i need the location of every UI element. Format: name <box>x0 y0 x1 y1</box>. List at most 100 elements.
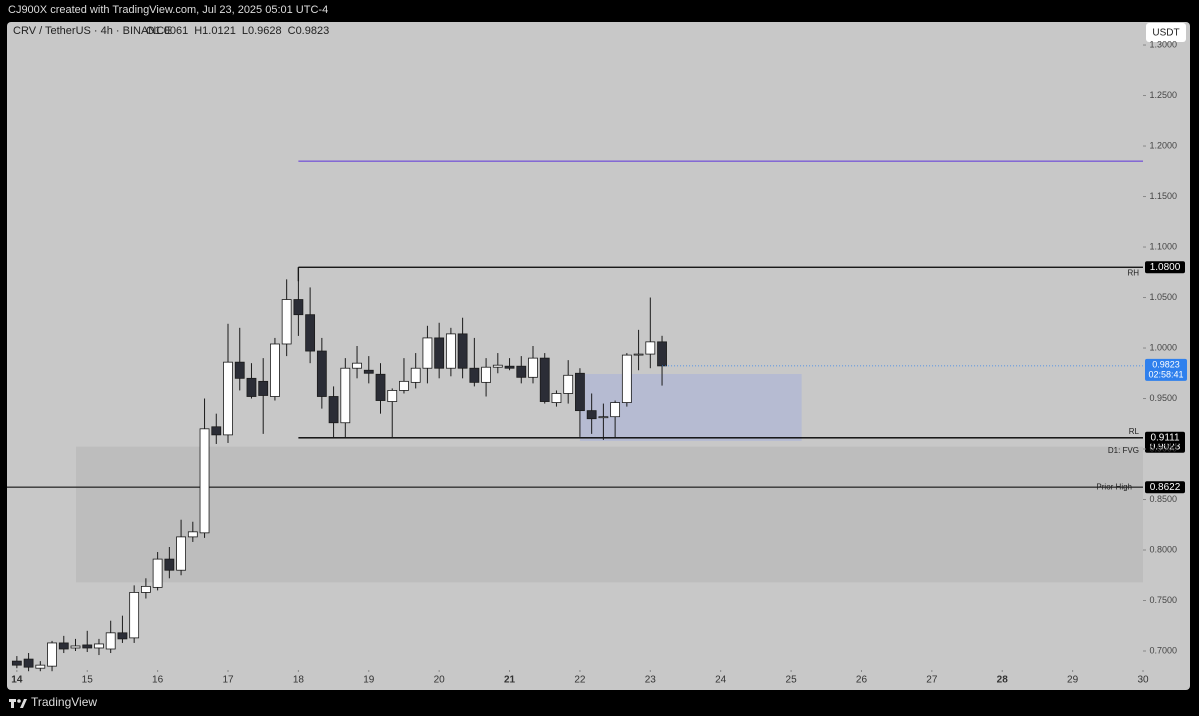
candle-body <box>492 364 503 368</box>
price-badge-label: 0.9111 <box>1150 432 1180 443</box>
x-tick-label: 18 <box>293 675 305 686</box>
candle-body <box>504 365 515 369</box>
candle-body <box>305 314 316 352</box>
candle-body <box>223 361 233 436</box>
x-tick-label: 17 <box>222 675 234 686</box>
candle-body <box>633 353 644 356</box>
candle-body <box>11 660 22 666</box>
candle-body <box>340 367 351 424</box>
x-tick-label: 14 <box>11 675 23 686</box>
price-badge-label: 0.9023 <box>1150 441 1181 452</box>
candle-body <box>434 337 445 369</box>
candle-body <box>328 396 339 424</box>
y-tick-label: 1.0500 <box>1149 292 1177 302</box>
x-tick-label: 25 <box>786 675 798 686</box>
price-badge-label: 0.8622 <box>1150 482 1181 493</box>
candle-body <box>199 428 210 534</box>
candle-body <box>469 367 480 383</box>
ohlc-value: 1.0121 <box>202 25 236 37</box>
ohlc-value: 1.0061 <box>155 25 189 37</box>
level-label: RL <box>1129 427 1140 436</box>
price-badge <box>1145 261 1185 274</box>
candle-body <box>481 366 491 383</box>
candle-body <box>246 377 257 397</box>
currency-button[interactable] <box>1146 23 1186 42</box>
countdown: 02:58:41 <box>1148 369 1183 379</box>
candle-body <box>117 632 128 640</box>
currency-label[interactable]: USDT <box>1152 28 1179 39</box>
candle-body <box>70 645 81 649</box>
ohlc-legend: O1.0061 H1.0121 L0.9628 C0.9823 <box>146 25 329 37</box>
panel <box>7 22 1190 690</box>
candle-body <box>586 410 597 420</box>
y-tick-label: 1.3000 <box>1149 39 1177 49</box>
price-badge <box>1145 481 1185 494</box>
candle-body <box>422 337 433 369</box>
x-tick-label: 21 <box>504 675 516 686</box>
ohlc-key: L <box>242 25 248 37</box>
y-tick-label: 1.2500 <box>1149 90 1177 100</box>
candle-body <box>516 365 527 378</box>
candle-body <box>293 299 304 316</box>
y-tick-label: 1.1000 <box>1149 241 1177 251</box>
candle-body <box>94 643 104 649</box>
candle-body <box>457 333 468 369</box>
last-price-label: 0.9823 <box>1152 359 1180 369</box>
candle-body <box>539 357 550 402</box>
candle-body <box>270 343 280 397</box>
candle-body <box>575 372 585 412</box>
candle-body <box>82 644 93 649</box>
y-tick-label: 0.7000 <box>1149 645 1177 655</box>
x-tick-label: 19 <box>363 675 375 686</box>
x-tick-label: 15 <box>82 675 94 686</box>
x-tick-label: 24 <box>715 675 727 686</box>
candle-body <box>281 299 292 345</box>
x-tick-label: 30 <box>1137 675 1149 686</box>
candle-body <box>35 664 46 669</box>
y-tick-label: 0.8500 <box>1149 494 1177 504</box>
footer-brand: TradingView <box>31 695 97 709</box>
y-tick-label: 0.9500 <box>1149 393 1177 403</box>
x-tick-label: 22 <box>574 675 586 686</box>
candle-body <box>410 367 421 383</box>
candle-body <box>528 357 538 378</box>
candle-body <box>363 369 374 374</box>
x-tick-label: 26 <box>856 675 868 686</box>
candle-body <box>598 416 609 419</box>
price-badge <box>1145 431 1185 444</box>
candle-body <box>234 361 245 379</box>
candle-body <box>610 402 621 418</box>
candle-body <box>551 393 562 403</box>
zone <box>75 446 1144 583</box>
candle-body <box>387 390 398 402</box>
candle-body <box>621 354 632 403</box>
chart-title: CRV / TetherUS · 4h · BINANCE <box>13 25 172 37</box>
x-tick-label: 27 <box>926 675 938 686</box>
candle-body <box>399 380 409 391</box>
ohlc-value: 0.9823 <box>296 25 330 37</box>
candle-body <box>176 536 186 571</box>
candle-body <box>47 642 57 667</box>
candle-body <box>657 341 667 367</box>
x-tick-label: 20 <box>434 675 446 686</box>
y-tick-label: 0.9000 <box>1149 443 1177 453</box>
candle-body <box>187 531 198 538</box>
price-badge-label: 1.0800 <box>1150 262 1181 273</box>
candle-body <box>58 642 69 650</box>
brand-logo <box>9 699 27 708</box>
candle-body <box>375 373 386 401</box>
candle-body <box>129 592 140 639</box>
y-tick-label: 1.1500 <box>1149 191 1177 201</box>
x-tick-label: 16 <box>152 675 164 686</box>
x-tick-label: 28 <box>997 675 1009 686</box>
level-label: Prior High <box>1096 482 1132 491</box>
candle-body <box>164 558 175 571</box>
candle-body <box>445 333 456 369</box>
x-tick-label: 23 <box>645 675 657 686</box>
last-price-badge <box>1145 358 1187 381</box>
y-tick-label: 1.2000 <box>1149 140 1177 150</box>
candle-body <box>316 350 327 397</box>
y-tick-label: 1.0000 <box>1149 342 1177 352</box>
